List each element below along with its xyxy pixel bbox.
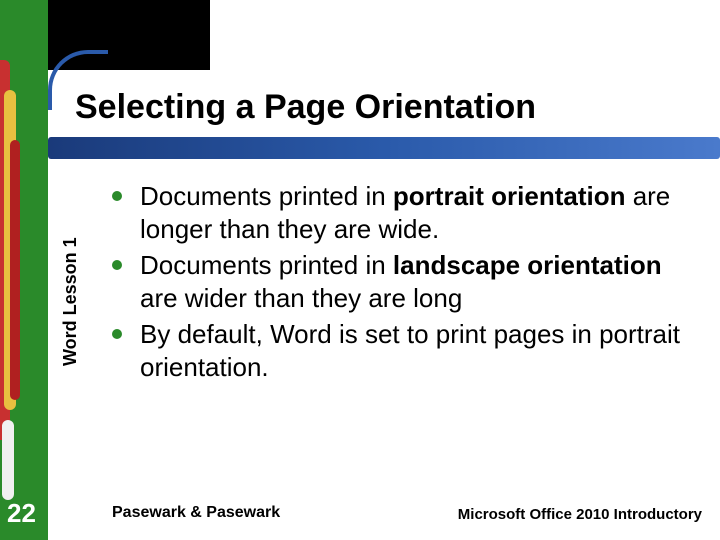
sidebar-label: Word Lesson 1	[60, 237, 81, 366]
bullet-item: Documents printed in portrait orientatio…	[112, 180, 692, 245]
title-underline-bar	[48, 137, 720, 159]
bullet-pre: Documents printed in	[140, 181, 393, 211]
slide-title-area: Selecting a Page Orientation	[75, 88, 695, 127]
page-number: 22	[7, 498, 36, 529]
footer-right: Microsoft Office 2010 Introductory	[458, 506, 702, 523]
bullet-dot-icon	[112, 191, 122, 201]
footer-left: Pasewark & Pasewark	[112, 504, 280, 522]
bullet-dot-icon	[112, 329, 122, 339]
bullet-item: By default, Word is set to print pages i…	[112, 318, 692, 383]
content-area: Documents printed in portrait orientatio…	[112, 180, 692, 387]
bullet-post: are wider than they are long	[140, 283, 462, 313]
bullet-item: Documents printed in landscape orientati…	[112, 249, 692, 314]
ribbon-decoration	[2, 420, 14, 500]
bullet-dot-icon	[112, 260, 122, 270]
bullet-text: Documents printed in portrait orientatio…	[140, 180, 692, 245]
slide-title: Selecting a Page Orientation	[75, 88, 695, 127]
bullet-bold: portrait orientation	[393, 181, 626, 211]
bullet-text: By default, Word is set to print pages i…	[140, 318, 692, 383]
bullet-pre: By default, Word is set to print pages i…	[140, 319, 680, 382]
bullet-pre: Documents printed in	[140, 250, 393, 280]
ribbon-decoration	[10, 140, 20, 400]
left-green-stripe	[0, 0, 48, 540]
bullet-bold: landscape orientation	[393, 250, 662, 280]
bullet-text: Documents printed in landscape orientati…	[140, 249, 692, 314]
